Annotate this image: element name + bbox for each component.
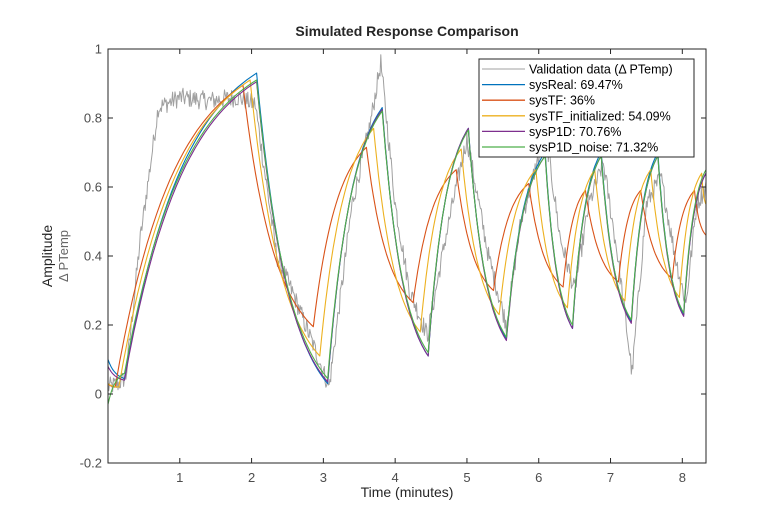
x-tick-label: 2 xyxy=(248,470,255,485)
y-tick-label: -0.2 xyxy=(80,456,102,471)
y-tick-label: 0.6 xyxy=(84,180,102,195)
y-tick-label: 0.4 xyxy=(84,249,102,264)
legend-box xyxy=(478,58,695,158)
y-tick-label: 0.8 xyxy=(84,111,102,126)
y-tick-label: 1 xyxy=(95,42,102,57)
y-tick-label: 0 xyxy=(95,387,102,402)
chart-title: Simulated Response Comparison xyxy=(295,23,518,39)
x-axis-label: Time (minutes) xyxy=(361,484,454,500)
legend: Validation data (Δ PTemp)sysReal: 69.47%… xyxy=(478,58,695,158)
y-tick-label: 0.2 xyxy=(84,318,102,333)
legend-label: sysTF_initialized: 54.09% xyxy=(529,109,671,123)
legend-label: sysTF: 36% xyxy=(529,94,595,108)
series-layer xyxy=(108,54,706,405)
y-axis-label: Amplitude xyxy=(39,225,55,287)
x-tick-label: 4 xyxy=(392,470,399,485)
legend-label: Validation data (Δ PTemp) xyxy=(529,63,673,77)
y-axis-sublabel: Δ PTemp xyxy=(56,230,71,282)
legend-label: sysP1D_noise: 71.32% xyxy=(529,141,658,155)
legend-label: sysReal: 69.47% xyxy=(529,78,623,92)
x-tick-label: 7 xyxy=(607,470,614,485)
x-tick-label: 5 xyxy=(463,470,470,485)
legend-label: sysP1D: 70.76% xyxy=(529,125,621,139)
x-axis-ticks: 1 2 3 4 5 6 7 8 xyxy=(176,49,686,485)
x-tick-label: 8 xyxy=(679,470,686,485)
series-line-systf xyxy=(108,84,706,388)
y-axis-ticks: -0.2 0 0.2 0.4 0.6 0.8 1 xyxy=(80,42,706,471)
x-tick-label: 1 xyxy=(176,470,183,485)
x-tick-label: 6 xyxy=(535,470,542,485)
x-tick-label: 3 xyxy=(320,470,327,485)
series-line-sysp1d-noise xyxy=(108,79,706,405)
series-line-validation-data-ptemp xyxy=(108,54,706,393)
series-line-systf-initialized xyxy=(108,79,706,388)
